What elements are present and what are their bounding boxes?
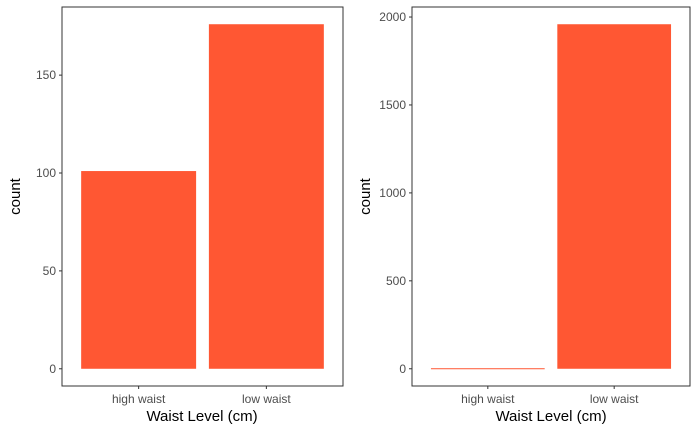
y-tick-label: 150 bbox=[36, 68, 56, 82]
y-axis-title: count bbox=[7, 177, 24, 215]
x-tick-label: low waist bbox=[590, 392, 639, 406]
panel-waist-level-right: high waist low waist 0 500 1000 1500 2000 Waist… bbox=[357, 6, 691, 425]
panel-border bbox=[61, 6, 344, 387]
x-axis-title: Waist Level (cm) bbox=[146, 408, 257, 425]
y-tick-label: 2000 bbox=[379, 10, 406, 24]
bar-low-waist bbox=[208, 24, 324, 369]
x-tick-label: low waist bbox=[242, 392, 291, 406]
x-tick-label: high waist bbox=[461, 392, 515, 406]
y-tick-label: 0 bbox=[399, 362, 406, 376]
y-tick-label: 50 bbox=[43, 264, 57, 278]
panel-border bbox=[411, 6, 691, 387]
bar-low-waist bbox=[557, 24, 672, 369]
y-tick-label: 0 bbox=[49, 362, 56, 376]
x-tick-label: high waist bbox=[112, 392, 166, 406]
panel-waist-level-left: high waist low waist 0 50 100 150 Waist Level … bbox=[7, 6, 344, 425]
y-axis-title: count bbox=[357, 177, 374, 215]
bar-high-waist bbox=[430, 368, 545, 370]
bar-high-waist bbox=[81, 171, 197, 369]
y-tick-label: 500 bbox=[386, 274, 406, 288]
y-tick-label: 100 bbox=[36, 166, 56, 180]
y-tick-label: 1500 bbox=[379, 98, 406, 112]
y-tick-label: 1000 bbox=[379, 186, 406, 200]
x-axis-title: Waist Level (cm) bbox=[495, 408, 606, 425]
